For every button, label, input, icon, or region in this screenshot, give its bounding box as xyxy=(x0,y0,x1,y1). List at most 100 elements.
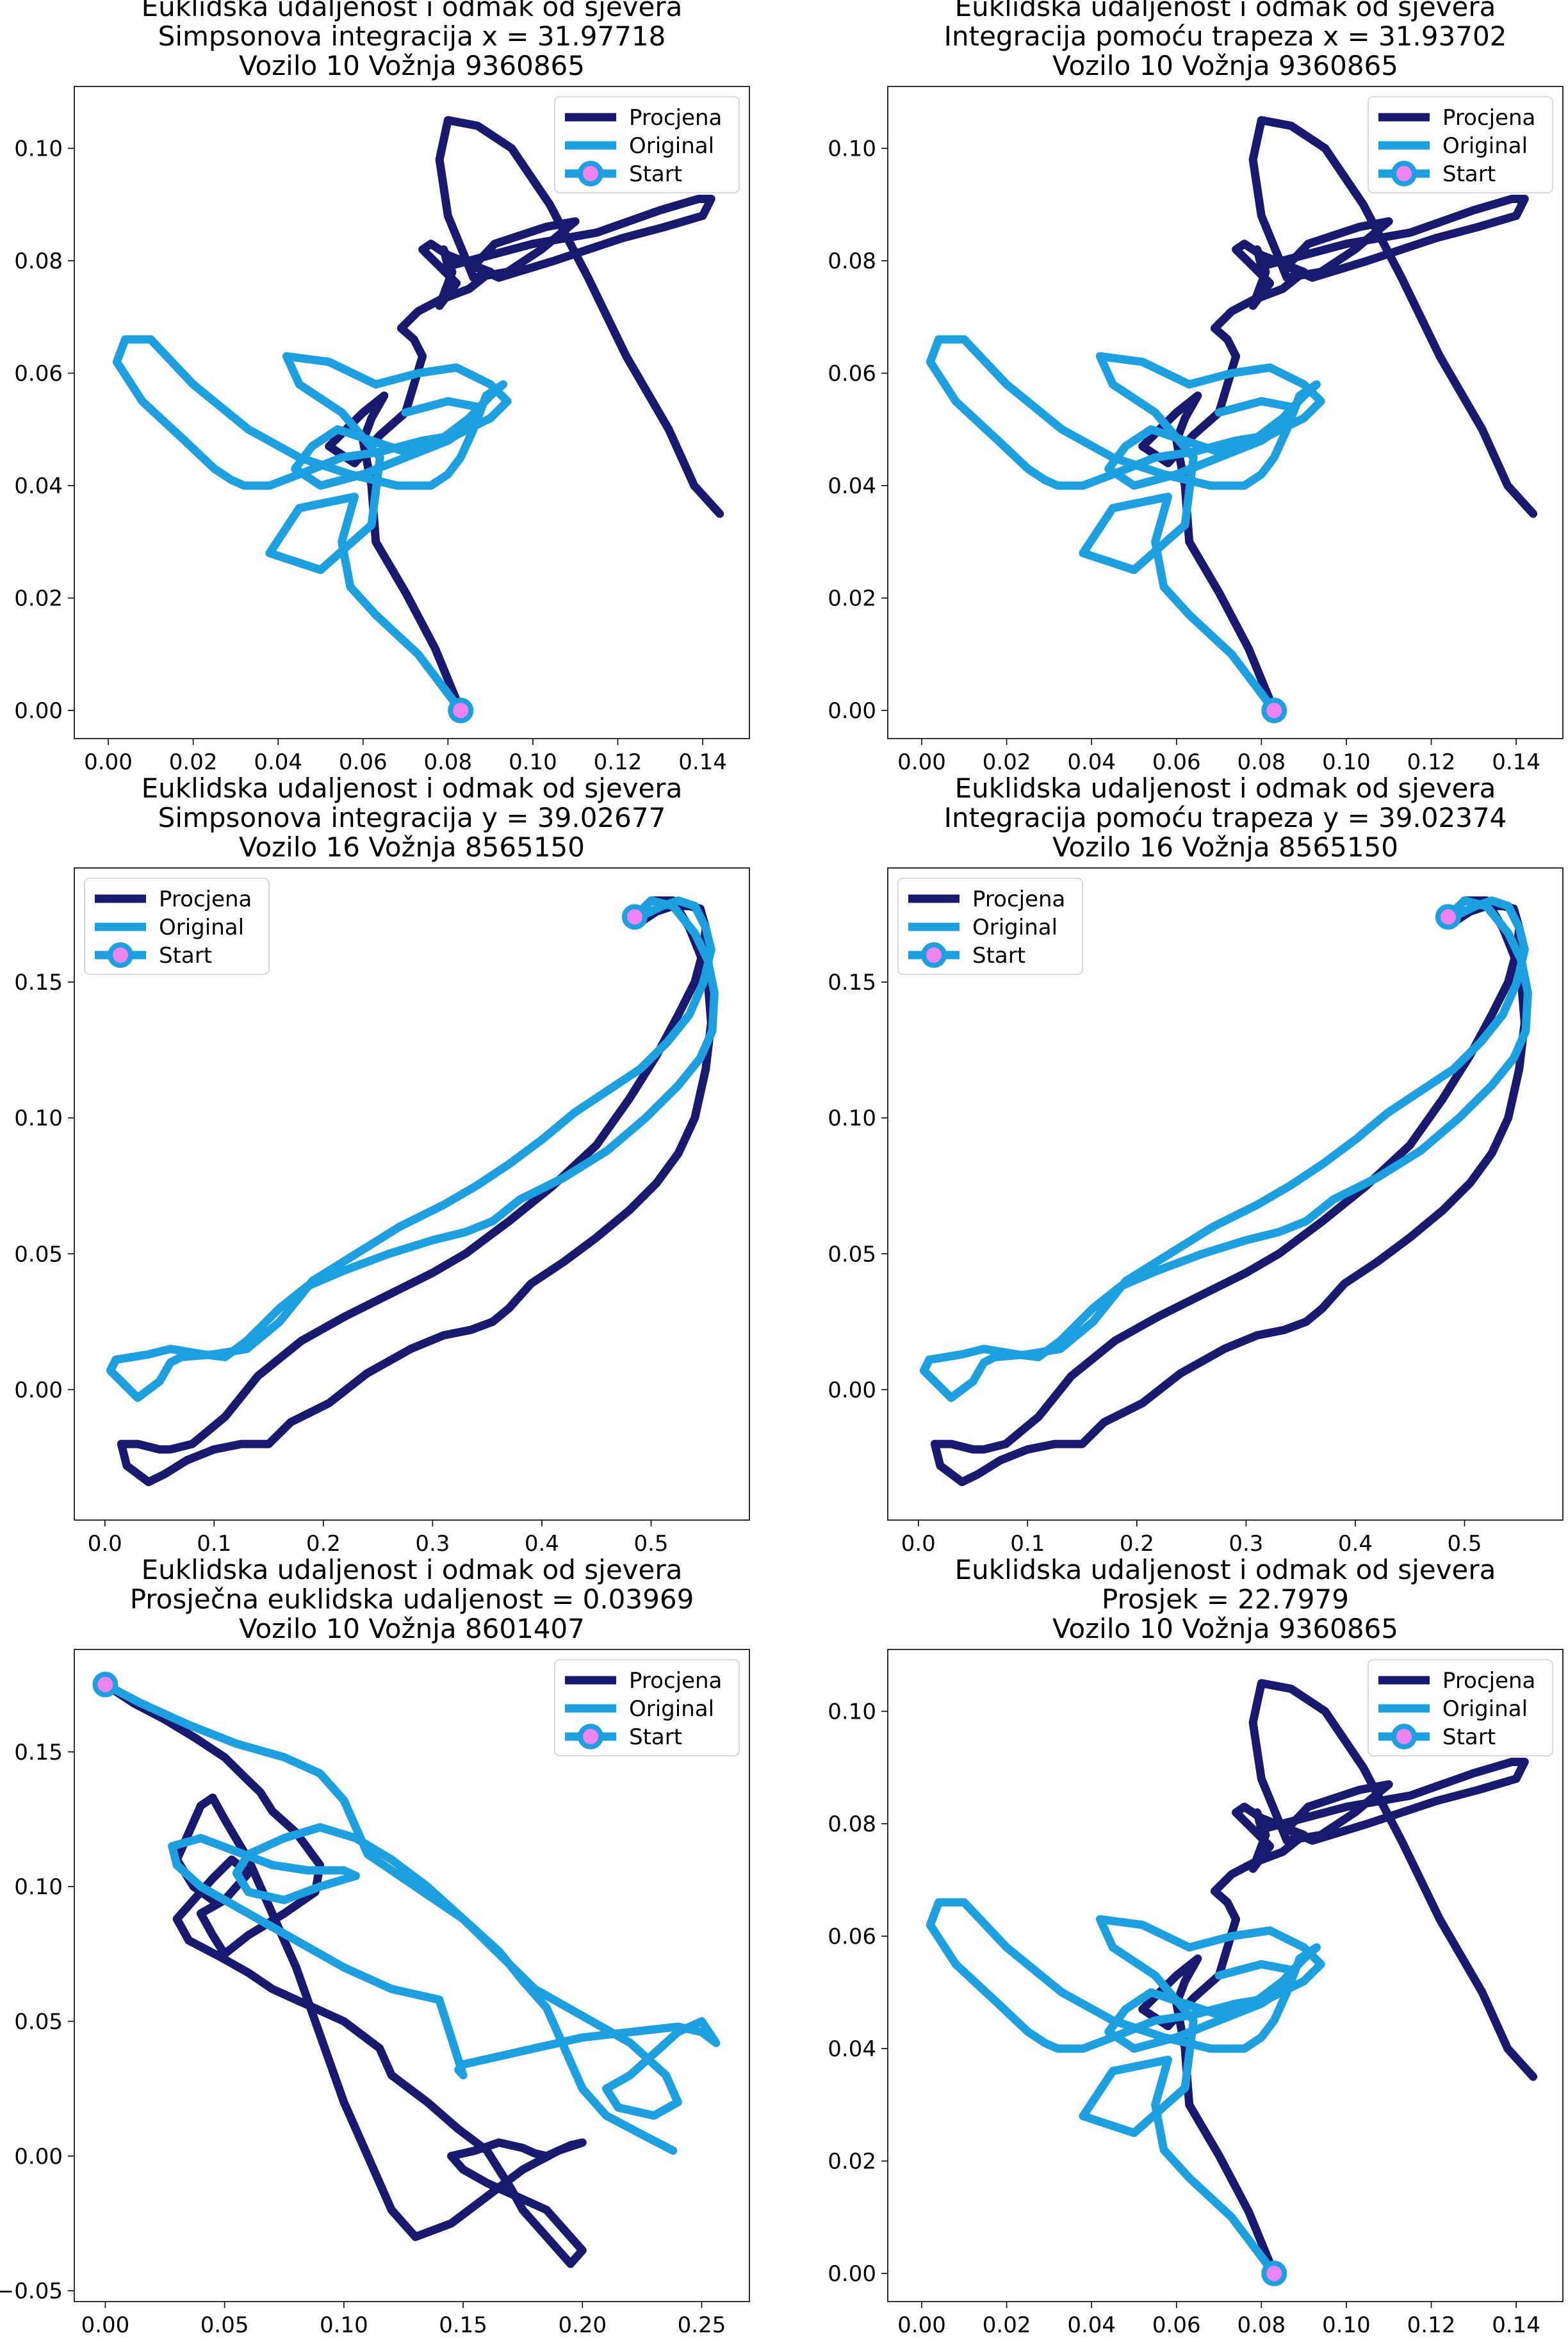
y-tick-label: 0.05 xyxy=(828,1241,876,1267)
x-tick-label: 0.3 xyxy=(415,1531,450,1557)
x-tick-label: 0.25 xyxy=(678,2312,726,2337)
chart-panel-2: Euklidska udaljenost i odmak od sjeveraI… xyxy=(828,0,1564,775)
legend-label: Procjena xyxy=(972,887,1065,912)
start-marker xyxy=(621,904,648,930)
series-line-original xyxy=(926,335,1325,715)
x-tick-label: 0.10 xyxy=(1322,2312,1371,2337)
y-tick-label: 0.04 xyxy=(828,473,876,499)
x-tick-label: 0.08 xyxy=(1237,2312,1286,2337)
y-tick-label: 0.15 xyxy=(828,970,876,995)
x-tick-label: 0.12 xyxy=(1407,2312,1456,2337)
legend-marker-start xyxy=(1391,1724,1417,1749)
series-line-procjena xyxy=(101,1680,587,2268)
x-tick-label: 0.10 xyxy=(320,2312,368,2337)
chart-title-line: Euklidska udaljenost i odmak od sjevera xyxy=(955,773,1496,804)
y-tick-label: −0.05 xyxy=(0,2279,63,2304)
y-tick-label: 0.02 xyxy=(828,2149,876,2175)
y-tick-label: 0.08 xyxy=(828,249,876,274)
legend-marker-start xyxy=(578,1724,603,1749)
axes-frame xyxy=(74,867,750,1521)
x-tick-label: 0.02 xyxy=(983,2312,1031,2337)
legend-label: Start xyxy=(629,161,682,187)
chart-title-line: Integracija pomoću trapeza y = 39.02374 xyxy=(944,802,1507,833)
y-tick-label: 0.08 xyxy=(14,249,63,274)
chart-title-line: Simpsonova integracija y = 39.02677 xyxy=(158,802,666,833)
y-tick-label: 0.10 xyxy=(828,1106,876,1131)
x-tick-label: 0.0 xyxy=(901,1531,936,1557)
legend-label: Procjena xyxy=(629,105,722,131)
legend-marker-start xyxy=(921,942,947,968)
chart-panel-4: Euklidska udaljenost i odmak od sjeveraI… xyxy=(828,773,1564,1557)
chart-title-line: Prosječna euklidska udaljenost = 0.03969 xyxy=(130,1583,694,1615)
legend-label: Original xyxy=(629,1696,714,1722)
x-tick-label: 0.1 xyxy=(197,1531,231,1557)
y-tick-label: 0.10 xyxy=(828,1699,876,1725)
x-tick-label: 0.02 xyxy=(983,749,1031,775)
x-tick-label: 0.00 xyxy=(81,2312,130,2337)
x-tick-label: 0.02 xyxy=(169,749,218,775)
x-tick-label: 0.00 xyxy=(84,749,133,775)
legend-label: Original xyxy=(159,915,244,940)
y-tick-label: 0.06 xyxy=(828,361,876,387)
x-tick-label: 0.04 xyxy=(254,749,302,775)
y-tick-label: 0.10 xyxy=(828,136,876,162)
x-tick-label: 0.4 xyxy=(525,1531,559,1557)
chart-title-line: Vozilo 10 Vožnja 9360865 xyxy=(239,50,585,81)
legend-label: Start xyxy=(159,943,212,969)
x-tick-label: 0.08 xyxy=(423,749,472,775)
plot-area xyxy=(106,896,719,1487)
x-tick-label: 0.10 xyxy=(1322,749,1371,775)
x-tick-label: 0.1 xyxy=(1010,1531,1045,1557)
y-tick-label: 0.05 xyxy=(14,1241,63,1267)
x-tick-label: 0.00 xyxy=(897,2312,946,2337)
legend-label: Original xyxy=(1442,1696,1528,1722)
y-tick-label: 0.00 xyxy=(14,698,63,724)
y-tick-label: 0.00 xyxy=(14,1377,63,1403)
y-tick-label: 0.10 xyxy=(14,1874,63,1900)
chart-title-line: Euklidska udaljenost i odmak od sjevera xyxy=(142,1554,683,1585)
chart-title-line: Prosjek = 22.7979 xyxy=(1102,1583,1349,1615)
series-line-original xyxy=(112,335,512,715)
chart-panel-6: Euklidska udaljenost i odmak od sjeveraP… xyxy=(828,1554,1564,2338)
x-tick-label: 0.00 xyxy=(897,749,946,775)
y-tick-label: 0.10 xyxy=(14,136,63,162)
x-tick-label: 0.2 xyxy=(1120,1531,1154,1557)
start-marker xyxy=(1435,904,1461,930)
chart-title-line: Vozilo 10 Vožnja 9360865 xyxy=(1052,1613,1398,1644)
x-tick-label: 0.06 xyxy=(1152,2312,1201,2337)
legend-label: Start xyxy=(972,943,1025,969)
legend-label: Procjena xyxy=(1442,1668,1535,1694)
chart-title-line: Vozilo 16 Vožnja 8565150 xyxy=(239,831,585,863)
plot-area xyxy=(926,1679,1538,2278)
series-line-original xyxy=(919,896,1532,1402)
series-line-original xyxy=(101,1680,721,2155)
axes-frame xyxy=(887,1649,1564,2302)
x-tick-label: 0.5 xyxy=(633,1531,668,1557)
x-tick-label: 0.15 xyxy=(439,2312,487,2337)
x-tick-label: 0.05 xyxy=(200,2312,249,2337)
series-line-original xyxy=(106,896,719,1402)
start-marker xyxy=(1261,698,1287,724)
x-tick-label: 0.0 xyxy=(88,1531,122,1557)
plot-area xyxy=(919,896,1532,1487)
legend-label: Original xyxy=(1442,133,1528,159)
y-tick-label: 0.00 xyxy=(828,698,876,724)
x-tick-label: 0.14 xyxy=(1492,2312,1540,2337)
axes-frame xyxy=(74,86,750,739)
x-tick-label: 0.14 xyxy=(1492,749,1540,775)
legend-label: Procjena xyxy=(1442,105,1535,131)
legend-label: Start xyxy=(629,1724,682,1750)
chart-title-line: Vozilo 10 Vožnja 8601407 xyxy=(239,1613,585,1644)
x-tick-label: 0.12 xyxy=(1407,749,1456,775)
y-tick-label: 0.04 xyxy=(14,473,63,499)
x-tick-label: 0.12 xyxy=(594,749,642,775)
x-tick-label: 0.06 xyxy=(339,749,388,775)
legend-label: Procjena xyxy=(159,887,252,912)
legend: Procjena Original Start xyxy=(84,878,270,975)
series-line-original xyxy=(926,1898,1325,2278)
y-tick-label: 0.06 xyxy=(14,361,63,387)
